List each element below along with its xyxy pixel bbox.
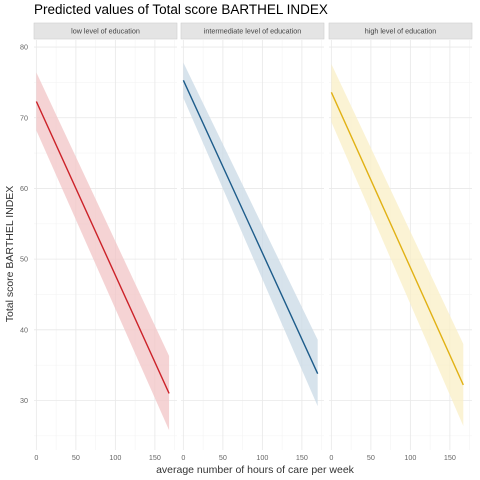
x-tick-label: 0 <box>181 453 185 462</box>
x-tick-label: 100 <box>256 453 268 462</box>
y-tick-label: 70 <box>20 113 28 122</box>
strip-label: low level of education <box>71 27 140 36</box>
x-tick-label: 150 <box>296 453 308 462</box>
x-tick-label: 150 <box>444 453 456 462</box>
series-line <box>35 101 170 394</box>
x-axis-title: average number of hours of care per week <box>156 464 355 476</box>
series-line <box>182 80 319 374</box>
confidence-band <box>331 64 464 426</box>
x-tick-label: 100 <box>404 453 416 462</box>
panel: low level of education 0 50 100 150 <box>33 22 178 462</box>
confidence-band <box>36 72 170 431</box>
x-tick-label: 50 <box>219 453 227 462</box>
y-tick-label: 30 <box>20 396 28 405</box>
confidence-band <box>183 62 318 407</box>
series-line <box>330 92 464 386</box>
x-tick-label: 50 <box>72 453 80 462</box>
strip-header <box>180 22 325 40</box>
y-tick-label: 80 <box>20 43 28 52</box>
y-tick-label: 40 <box>20 325 28 334</box>
strip-label: high level of education <box>365 27 437 36</box>
y-tick-label: 50 <box>20 255 28 264</box>
x-tick-label: 50 <box>367 453 375 462</box>
y-tick-label: 60 <box>20 184 28 193</box>
x-tick-label: 100 <box>109 453 121 462</box>
x-tick-label: 150 <box>149 453 161 462</box>
x-tick-label: 0 <box>34 453 38 462</box>
chart-title: Predicted values of Total score BARTHEL … <box>34 2 328 17</box>
x-tick-label: 0 <box>329 453 333 462</box>
strip-header <box>33 22 178 40</box>
strip-header <box>328 22 473 40</box>
strip-label: intermediate level of education <box>204 27 302 36</box>
panel: intermediate level of education 0 50 100 150 <box>180 22 325 462</box>
panels-area: 30 40 50 60 70 80 low level of education 0 50 100… <box>20 22 473 462</box>
y-axis-title: Total score BARTHEL INDEX <box>4 186 16 323</box>
panel: high level of education 0 50 100 150 <box>328 22 473 462</box>
